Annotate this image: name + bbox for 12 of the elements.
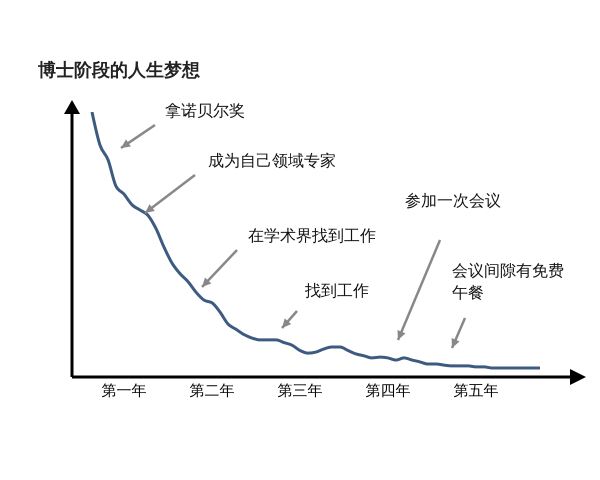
annotation: 参加一次会议 [405, 190, 502, 212]
chart-title: 博士阶段的人生梦想 [38, 59, 200, 82]
x-tick-label: 第四年 [366, 382, 410, 400]
x-tick-label: 第二年 [190, 382, 234, 400]
x-tick-label: 第一年 [102, 382, 146, 400]
x-tick-label: 第五年 [454, 382, 498, 400]
annotation: 成为自己领域专家 [208, 150, 337, 172]
annotation: 会议间隙有免费午餐 [452, 260, 565, 304]
x-tick-label: 第三年 [278, 382, 322, 400]
annotation: 拿诺贝尔奖 [165, 100, 246, 122]
annotation: 找到工作 [305, 280, 370, 302]
annotation: 在学术界找到工作 [248, 225, 377, 247]
